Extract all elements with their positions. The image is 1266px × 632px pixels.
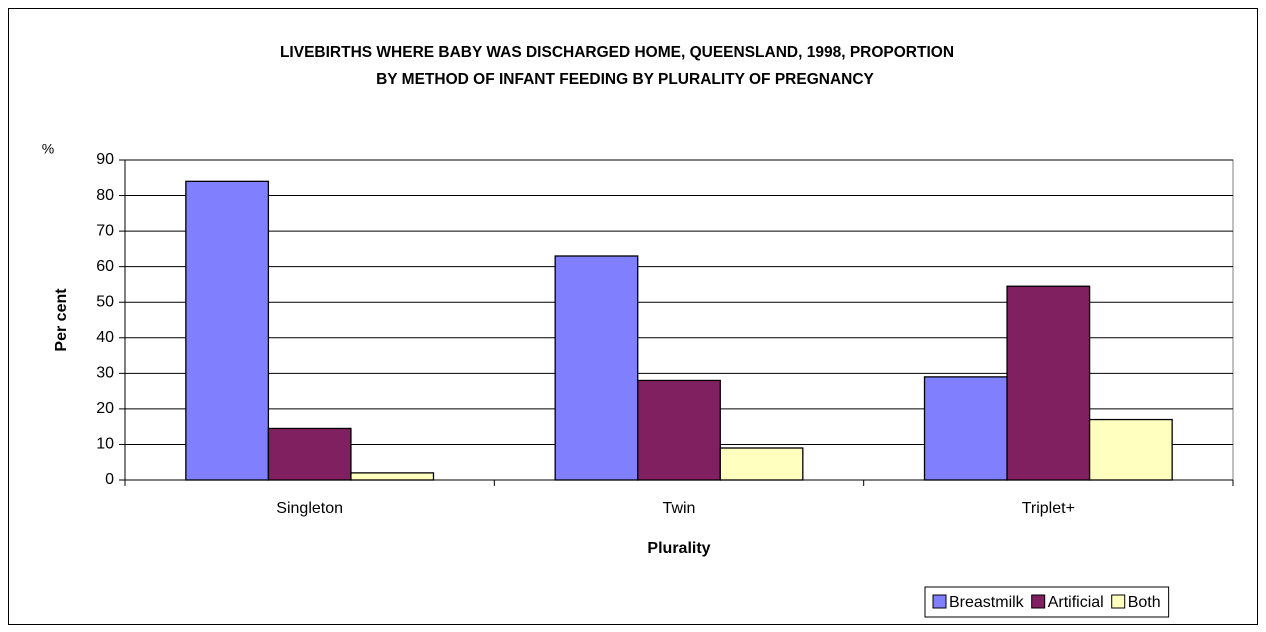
legend [924,586,1170,618]
x-tick-label: Triplet+ [1022,500,1075,517]
bar [554,255,639,481]
y-axis-title: Per cent [53,288,70,352]
y-tick-label: 40 [96,329,114,346]
x-axis-title: Plurality [647,540,710,557]
legend-swatch [932,594,947,609]
legend-label: Both [1128,594,1161,611]
legend-swatch [1111,594,1126,609]
y-tick-label: 50 [96,293,114,310]
bar [719,447,804,481]
y-tick-label: 20 [96,400,114,417]
y-tick-label: 10 [96,436,114,453]
y-tick-label: 60 [96,258,114,275]
chart-title: BY METHOD OF INFANT FEEDING BY PLURALITY… [376,71,874,88]
y-tick-label: 80 [96,187,114,204]
bar [185,180,270,481]
y-tick-label: 70 [96,222,114,239]
bar [637,379,721,481]
x-tick-label: Twin [663,500,696,517]
unit-label: % [42,141,54,157]
bar [923,376,1008,481]
y-tick-label: 90 [96,151,114,168]
bar [350,472,435,481]
y-tick-label: 0 [105,471,114,488]
x-tick-label: Singleton [276,500,343,517]
legend-label: Breastmilk [949,594,1025,611]
y-tick-label: 30 [96,365,114,382]
chart-title: LIVEBIRTHS WHERE BABY WAS DISCHARGED HOM… [280,44,954,61]
bar [1088,418,1173,481]
bar [267,427,352,481]
legend-swatch [1031,594,1046,609]
bar [1006,285,1091,481]
legend-label: Artificial [1048,594,1104,611]
